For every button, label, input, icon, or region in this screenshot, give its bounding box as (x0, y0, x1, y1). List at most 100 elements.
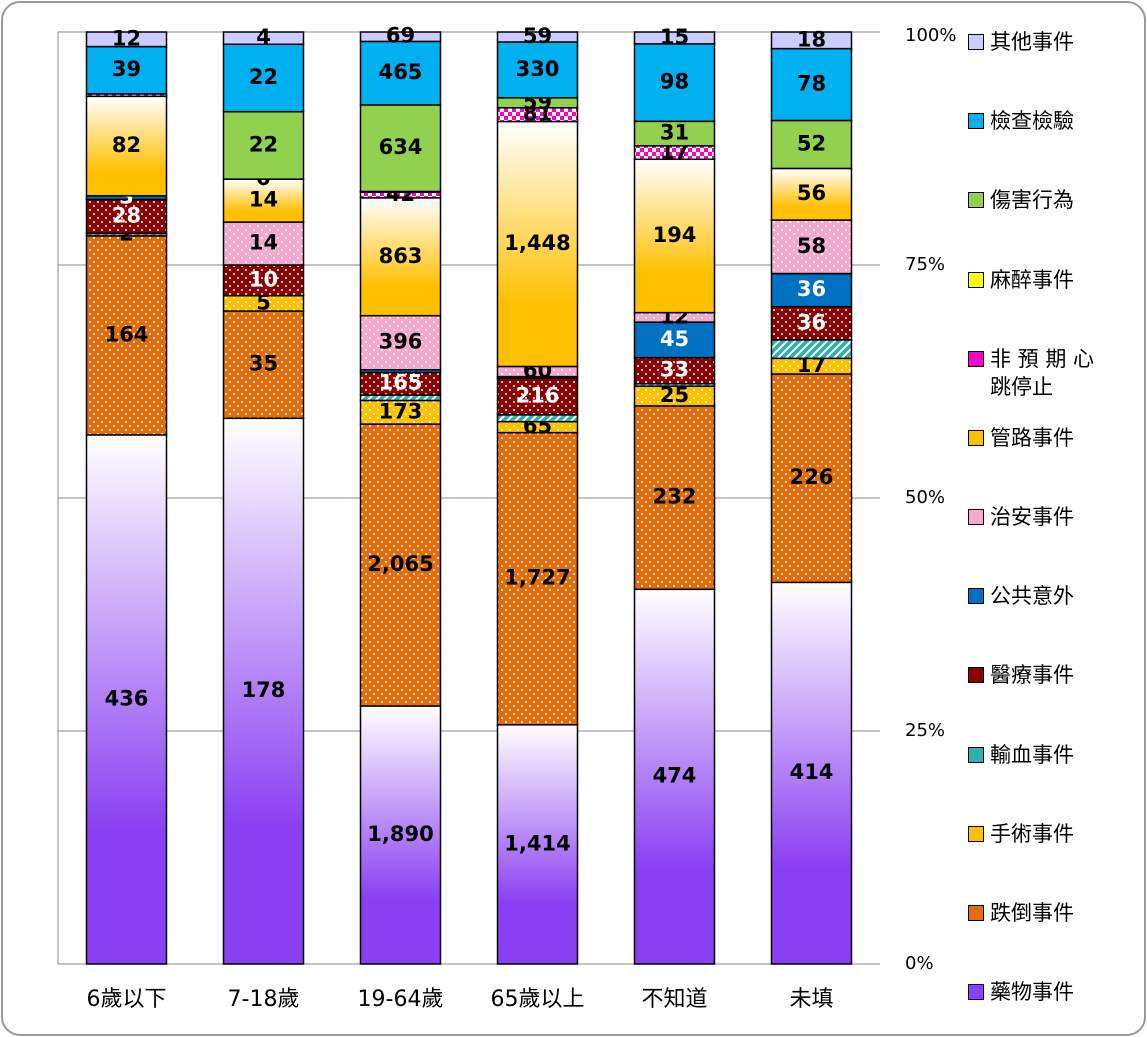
bar-segment (222, 221, 305, 266)
data-label: 226 (790, 465, 834, 489)
data-label: 31 (660, 121, 689, 145)
y-tick-label: 100% (905, 25, 956, 46)
legend-label: 跌倒事件 (990, 900, 1074, 925)
legend-item: 治安事件 (968, 503, 1108, 531)
data-label: 15 (660, 25, 689, 49)
data-label: 396 (379, 330, 423, 354)
bar-segment (633, 356, 716, 385)
bar-segment (359, 314, 442, 371)
legend-item: 管路事件 (968, 424, 1108, 452)
bar-segment (222, 264, 305, 297)
bar-segment (496, 41, 579, 99)
bar-segment (359, 40, 442, 106)
legend-item: 手術事件 (968, 820, 1108, 848)
data-label: 1,448 (504, 231, 570, 255)
x-tick-label: 6歲以下 (87, 987, 167, 1012)
legend-item: 非 預 期 心跳停止 (968, 345, 1108, 401)
legend-label: 公共意外 (990, 584, 1074, 609)
legend-item: 其他事件 (968, 28, 1108, 56)
legend-item: 檢查檢驗 (968, 107, 1108, 135)
legend-swatch (968, 509, 984, 525)
data-label: 164 (105, 322, 149, 346)
legend-item: 藥物事件 (968, 978, 1108, 1006)
data-label: 59 (523, 24, 552, 48)
legend-swatch (968, 34, 984, 50)
y-tick-label: 50% (905, 487, 945, 508)
data-label: 98 (660, 70, 689, 94)
legend-swatch (968, 588, 984, 605)
data-label: 14 (249, 231, 278, 255)
x-tick-label: 7-18歲 (228, 987, 300, 1012)
legend-label: 輸血事件 (990, 742, 1074, 767)
data-label: 414 (790, 760, 834, 784)
legend-label: 其他事件 (990, 30, 1074, 54)
data-label: 634 (379, 135, 423, 159)
bar-segment (359, 197, 442, 317)
data-label: 330 (516, 57, 560, 81)
bar-segment (85, 31, 168, 48)
legend-swatch (968, 667, 984, 684)
legend-swatch (968, 904, 984, 921)
legend-label: 檢查檢驗 (990, 109, 1074, 134)
legend-swatch (968, 350, 984, 367)
bar-segment (85, 235, 168, 436)
data-label: 28 (112, 203, 141, 227)
bar-segment (633, 405, 716, 591)
x-tick-label: 不知道 (641, 987, 707, 1012)
legend-item: 跌倒事件 (968, 899, 1108, 927)
bar-segment (85, 198, 168, 235)
legend-swatch (968, 429, 984, 446)
bar-segment (770, 339, 853, 360)
data-label: 436 (105, 686, 149, 710)
data-label: 22 (249, 132, 278, 156)
y-tick-label: 25% (905, 720, 945, 741)
data-label: 39 (112, 57, 141, 81)
data-label: 4 (256, 25, 271, 49)
legend-swatch (968, 746, 984, 763)
data-label: 35 (249, 352, 278, 376)
data-label: 56 (797, 181, 826, 205)
data-label: 173 (379, 399, 423, 423)
bar-segment (633, 31, 716, 45)
legend-label: 醫療事件 (990, 663, 1074, 688)
bar-segment (359, 31, 442, 43)
x-tick-label: 65歲以上 (491, 987, 585, 1012)
legend-item: 麻醉事件 (968, 266, 1108, 294)
legend-item: 傷害行為 (968, 186, 1108, 214)
data-label: 165 (379, 371, 423, 395)
data-label: 1,727 (504, 566, 570, 590)
bar-segment (359, 705, 442, 965)
bar-segment (770, 167, 853, 221)
bar-segment (770, 219, 853, 275)
bar-segment (770, 119, 853, 170)
bar-segment (359, 394, 442, 402)
data-label: 36 (797, 310, 826, 334)
data-label: 22 (249, 65, 278, 89)
data-label: 178 (242, 678, 286, 702)
y-tick-label: 75% (905, 254, 945, 275)
legend-item: 醫療事件 (968, 661, 1108, 689)
legend-label: 管路事件 (990, 425, 1074, 450)
data-label: 78 (797, 72, 826, 96)
data-label: 232 (653, 485, 697, 509)
bar-segment (222, 110, 305, 180)
bar-segment (85, 95, 168, 197)
data-label: 69 (386, 24, 415, 48)
bar-segment (85, 45, 168, 95)
legend-swatch (968, 984, 984, 1000)
data-label: 465 (379, 60, 423, 84)
data-label: 18 (797, 27, 826, 51)
data-label: 82 (112, 133, 141, 157)
legend-label: 非 預 期 心跳停止 (990, 346, 1095, 399)
bar-segment (222, 31, 305, 46)
y-tick-label: 0% (905, 953, 934, 974)
legend-label: 手術事件 (990, 821, 1074, 846)
legend-swatch (968, 271, 984, 288)
data-label: 14 (249, 188, 278, 212)
data-label: 474 (653, 764, 697, 788)
legend-item: 輸血事件 (968, 741, 1108, 769)
data-label: 45 (660, 327, 689, 351)
